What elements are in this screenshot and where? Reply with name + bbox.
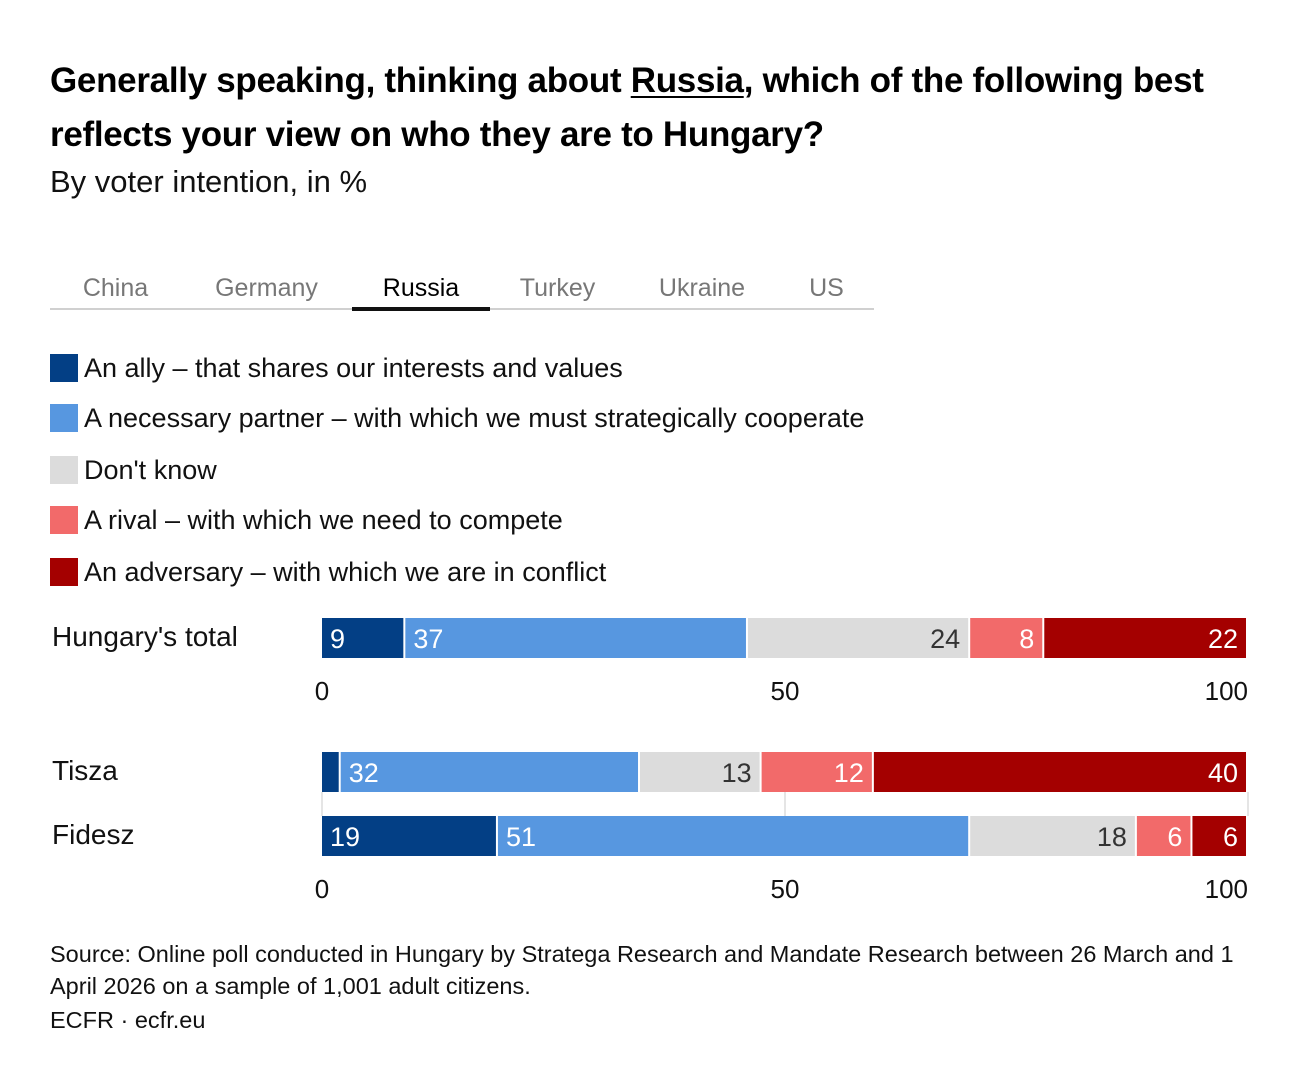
data-label-hungary-s-total-ally: 9 xyxy=(330,624,345,654)
data-label-hungary-s-total-rival: 8 xyxy=(1019,624,1034,654)
bar-hungary-s-total-dont-know xyxy=(747,618,969,658)
bar-fidesz-partner xyxy=(497,816,969,856)
data-label-hungary-s-total-partner: 37 xyxy=(413,624,443,654)
legend-swatch-rival xyxy=(50,506,78,534)
x-tick-label-50: 50 xyxy=(771,874,800,904)
legend-label-ally: An ally – that shares our interests and … xyxy=(84,352,623,383)
country-tabs: China Germany Russia Turkey Ukraine US xyxy=(50,268,874,311)
chart-panel-2: Tisza 32 13 12 40 Fidesz 19 51 18 6 6 0 50 100 xyxy=(52,752,1249,904)
legend-swatch-adversary xyxy=(50,558,78,586)
x-tick-label-0: 0 xyxy=(315,676,329,706)
title-text-after: , which of the following best reflects y… xyxy=(50,61,1204,154)
tab-china[interactable]: China xyxy=(82,274,149,302)
bar-tisza-rival xyxy=(761,752,872,792)
legend-item-rival: A rival – with which we need to compete xyxy=(50,500,563,540)
bar-tisza-adversary xyxy=(873,752,1246,792)
data-label-hungary-s-total-dont-know: 24 xyxy=(930,624,960,654)
x-tick-label-50: 50 xyxy=(771,676,800,706)
tab-turkey[interactable]: Turkey xyxy=(519,274,596,302)
legend-item-adversary: An adversary – with which we are in conf… xyxy=(50,552,606,592)
bar-hungary-s-total-partner xyxy=(405,618,746,658)
bar-hungary-s-total-rival xyxy=(970,618,1043,658)
legend-item-partner: A necessary partner – with which we must… xyxy=(50,398,864,438)
category-label-hungary-s-total: Hungary's total xyxy=(52,621,238,652)
legend-swatch-partner xyxy=(50,404,78,432)
legend-label-partner: A necessary partner – with which we must… xyxy=(84,402,865,433)
data-label-tisza-adversary: 40 xyxy=(1208,758,1238,788)
chart-subtitle: By voter intention, in % xyxy=(50,164,368,199)
data-label-tisza-rival: 12 xyxy=(834,758,864,788)
bar-tisza-dont-know xyxy=(640,752,760,792)
tab-us[interactable]: US xyxy=(809,274,844,302)
title-country-highlight: Russia xyxy=(630,61,744,100)
legend-item-dont-know: Don't know xyxy=(50,450,217,490)
bar-fidesz-rival xyxy=(1136,816,1191,856)
bar-fidesz-dont-know xyxy=(970,816,1135,856)
tab-ukraine[interactable]: Ukraine xyxy=(658,274,746,302)
data-label-fidesz-ally: 19 xyxy=(330,822,360,852)
bar-hungary-s-total-ally xyxy=(322,618,404,658)
chart-panel-1: Hungary's total 9 37 24 8 22 0 50 100 xyxy=(52,618,1248,706)
legend-item-ally: An ally – that shares our interests and … xyxy=(50,348,623,388)
x-tick-label-100: 100 xyxy=(1205,676,1248,706)
x-tick-label-0: 0 xyxy=(315,874,329,904)
x-tick-label-100: 100 xyxy=(1205,874,1248,904)
legend-label-rival: A rival – with which we need to compete xyxy=(84,504,563,535)
chart-title: Generally speaking, thinking about Russi… xyxy=(50,54,1250,162)
legend-swatch-ally xyxy=(50,354,78,382)
bar-hungary-s-total-adversary xyxy=(1044,618,1246,658)
legend-label-dont-know: Don't know xyxy=(84,454,217,485)
bar-tisza-ally xyxy=(322,752,339,792)
data-label-tisza-dont-know: 13 xyxy=(722,758,752,788)
data-label-hungary-s-total-adversary: 22 xyxy=(1208,624,1238,654)
data-label-fidesz-rival: 6 xyxy=(1167,822,1182,852)
category-label-fidesz: Fidesz xyxy=(52,819,134,850)
data-label-fidesz-partner: 51 xyxy=(506,822,536,852)
legend-label-adversary: An adversary – with which we are in conf… xyxy=(84,556,607,587)
data-label-tisza-partner: 32 xyxy=(349,758,379,788)
credit-line: ECFR · ecfr.eu xyxy=(50,1007,206,1033)
category-label-tisza: Tisza xyxy=(52,755,118,786)
source-note: Source: Online poll conducted in Hungary… xyxy=(50,941,1234,999)
tab-russia[interactable]: Russia xyxy=(352,268,490,311)
bar-fidesz-adversary xyxy=(1192,816,1246,856)
title-text-before: Generally speaking, thinking about xyxy=(50,61,631,100)
data-label-fidesz-adversary: 6 xyxy=(1223,822,1238,852)
data-label-fidesz-dont-know: 18 xyxy=(1097,822,1127,852)
tab-germany[interactable]: Germany xyxy=(215,274,318,302)
legend-swatch-dont-know xyxy=(50,456,78,484)
bar-fidesz-ally xyxy=(322,816,496,856)
bar-tisza-partner xyxy=(340,752,639,792)
